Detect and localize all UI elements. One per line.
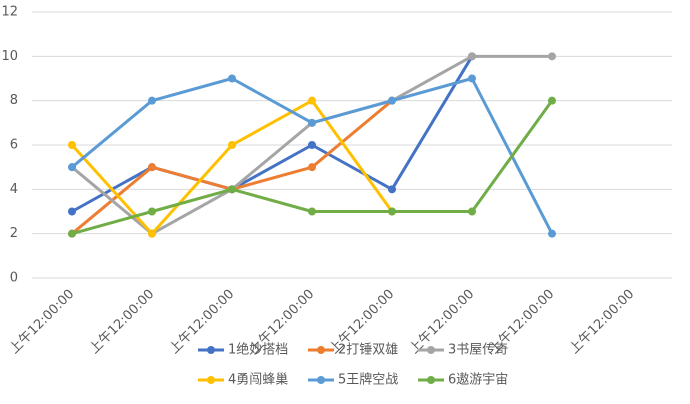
legend-item: 6遨游宇宙 — [418, 373, 508, 388]
legend-label: 4勇闯蜂巢 — [228, 373, 288, 388]
data-point — [68, 207, 76, 216]
legend-item: 5王牌空战 — [308, 372, 398, 388]
legend-label: 6遨游宇宙 — [448, 373, 508, 388]
series-line — [71, 99, 393, 235]
legend-marker — [317, 346, 325, 354]
data-point — [148, 229, 156, 238]
x-tick-label: 上午12:00:00 — [167, 287, 237, 357]
legend-label: 5王牌空战 — [338, 372, 398, 388]
data-point — [148, 163, 156, 172]
legend-label: 1绝妙搭档 — [228, 342, 288, 358]
data-point — [308, 118, 316, 127]
data-point — [68, 163, 76, 172]
data-point — [548, 96, 556, 105]
data-point — [228, 74, 236, 83]
legend-item: 4勇闯蜂巢 — [198, 373, 288, 388]
series-line — [70, 99, 394, 236]
data-point — [388, 96, 396, 105]
legend-marker — [427, 376, 435, 384]
legend-label: 2打锤双雄 — [338, 343, 398, 358]
data-point — [548, 52, 556, 61]
y-tick-label: 0 — [10, 271, 18, 286]
data-point — [68, 229, 76, 238]
data-point — [148, 96, 156, 105]
legend-marker — [317, 376, 325, 384]
data-point — [388, 207, 396, 216]
series-line — [71, 55, 474, 213]
y-tick-label: 4 — [10, 182, 18, 197]
data-point — [68, 141, 76, 149]
data-point — [468, 207, 476, 216]
data-point — [468, 52, 476, 61]
legend-item: 3书屋传奇 — [418, 342, 508, 358]
y-tick-label: 10 — [1, 49, 18, 64]
data-point — [388, 185, 396, 194]
data-point — [148, 207, 156, 216]
y-tick-label: 12 — [1, 5, 18, 20]
y-tick-label: 8 — [10, 93, 18, 108]
data-point — [468, 74, 476, 83]
x-tick-label: 上午12:00:00 — [7, 287, 77, 357]
data-point — [548, 229, 556, 238]
legend-label: 3书屋传奇 — [448, 342, 508, 358]
legend-marker — [207, 346, 215, 354]
data-point — [308, 96, 316, 105]
legend-item: 1绝妙搭档 — [198, 342, 288, 358]
data-point — [308, 163, 316, 172]
x-tick-label: 上午12:00:00 — [567, 287, 637, 357]
data-point — [308, 207, 316, 216]
y-tick-label: 2 — [10, 226, 18, 241]
legend-marker — [427, 346, 435, 354]
data-point — [228, 185, 236, 194]
y-tick-label: 6 — [10, 138, 18, 153]
legend-marker — [207, 376, 215, 384]
data-point — [228, 141, 236, 149]
x-tick-label: 上午12:00:00 — [87, 287, 157, 357]
data-point — [308, 141, 316, 149]
legend-item: 2打锤双雄 — [308, 343, 398, 358]
